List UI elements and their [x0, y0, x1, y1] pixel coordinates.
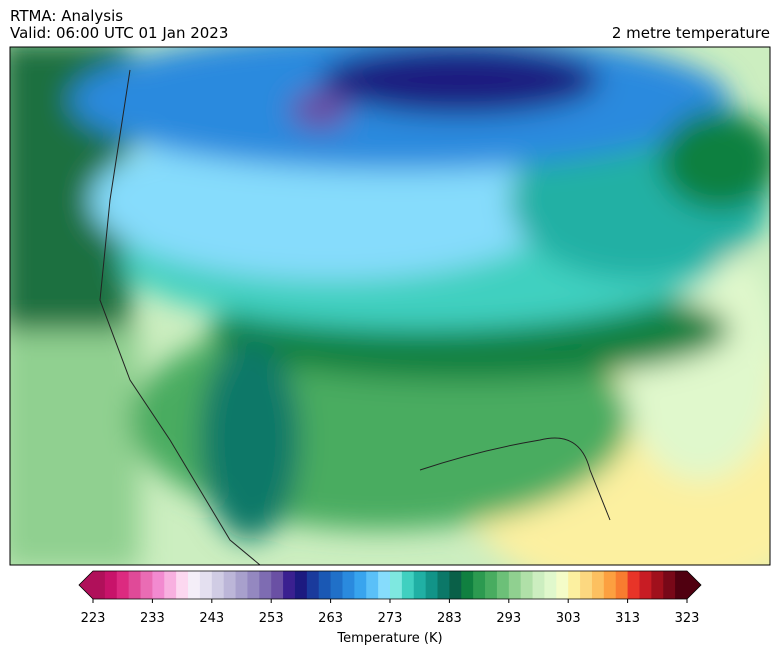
colorbar-tick-label: 253 [259, 611, 284, 626]
colorbar-segment [93, 571, 106, 599]
colorbar-extend [687, 571, 701, 599]
colorbar-segment [294, 571, 308, 599]
title-line: Valid: 06:00 UTC 01 Jan 2023 [10, 24, 228, 42]
colorbar-segment [164, 571, 177, 599]
colorbar-extend [79, 571, 93, 599]
colorbar-segment [437, 571, 450, 599]
colorbar-segment [532, 571, 545, 599]
colorbar-segment [116, 571, 130, 599]
colorbar-segment [366, 571, 379, 599]
colorbar-tick-label: 303 [556, 611, 581, 626]
colorbar-tick-label: 323 [675, 611, 700, 626]
colorbar-segment [199, 571, 213, 599]
colorbar-tick-label: 273 [378, 611, 403, 626]
colorbar-segment [390, 571, 403, 599]
colorbar-segment [401, 571, 415, 599]
colorbar-tick-label: 243 [199, 611, 224, 626]
colorbar-segment [188, 571, 201, 599]
colorbar-segment [615, 571, 629, 599]
colorbar-tick-label: 283 [437, 611, 462, 626]
colorbar-segment [603, 571, 617, 599]
colorbar-segment [485, 571, 498, 599]
colorbar-segment [283, 571, 296, 599]
colorbar-segment [520, 571, 534, 599]
colorbar-segment [176, 571, 189, 599]
colorbar-segment [413, 571, 427, 599]
colorbar-tick-label: 313 [615, 611, 640, 626]
colorbar-label: Temperature (K) [336, 631, 442, 646]
colorbar-segment [378, 571, 391, 599]
colorbar-segment [330, 571, 343, 599]
map-frame [9, 46, 771, 566]
colorbar-segment [235, 571, 248, 599]
colorbar-segment [461, 571, 474, 599]
colorbar-segment [223, 571, 237, 599]
colorbar-segment [544, 571, 557, 599]
colorbar-segment [651, 571, 664, 599]
colorbar-segment [128, 571, 142, 599]
colorbar-segment [152, 571, 165, 599]
colorbar-segment [556, 571, 569, 599]
colorbar-segment [318, 571, 332, 599]
colorbar-segment [140, 571, 153, 599]
colorbar-segment [675, 571, 688, 599]
map [10, 47, 770, 565]
colorbar-segment [580, 571, 593, 599]
colorbar-segment [306, 571, 320, 599]
colorbar-segment [568, 571, 581, 599]
colorbar-tick-label: 233 [140, 611, 165, 626]
colorbar-segment [104, 571, 118, 599]
colorbar-segment [259, 571, 272, 599]
colorbar-segment [354, 571, 367, 599]
colorbar-segment [473, 571, 486, 599]
colorbar-segment [639, 571, 652, 599]
colorbar-segment [591, 571, 605, 599]
colorbar-segment [496, 571, 510, 599]
colorbar-segment [211, 571, 225, 599]
title-line: RTMA: Analysis [10, 7, 123, 25]
colorbar-segment [425, 571, 439, 599]
colorbar-tick-label: 263 [318, 611, 343, 626]
colorbar: 223 233 243 253 263 273 283 293 303 313 323 [78, 570, 702, 626]
right-title: 2 metre temperature [612, 24, 770, 42]
colorbar-tick-label: 223 [81, 611, 106, 626]
colorbar-segment [663, 571, 676, 599]
colorbar-segment [508, 571, 522, 599]
colorbar-tick-label: 293 [496, 611, 521, 626]
colorbar-segment [271, 571, 284, 599]
colorbar-segment [627, 571, 640, 599]
colorbar-segment [342, 571, 355, 599]
colorbar-segment [247, 571, 260, 599]
colorbar-segment [449, 571, 462, 599]
